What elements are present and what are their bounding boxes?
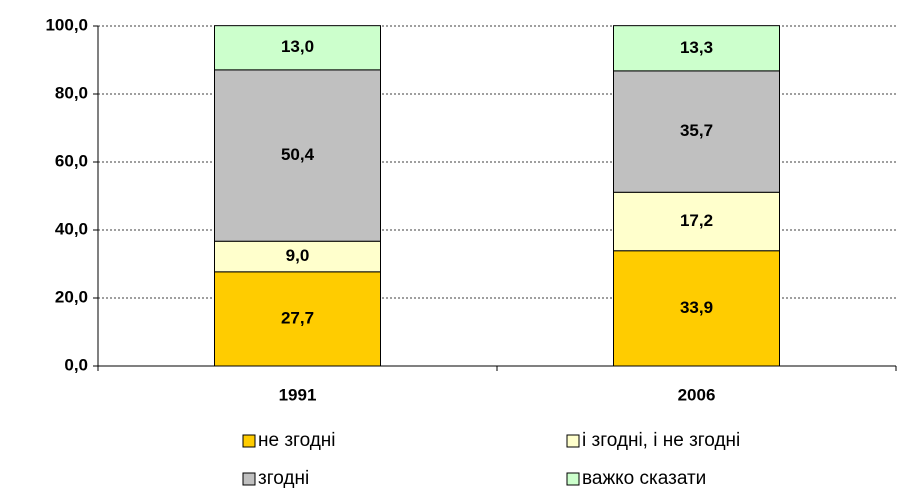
legend-swatch xyxy=(566,434,580,448)
legend-swatch xyxy=(566,472,580,486)
value-label: 17,2 xyxy=(680,211,713,230)
y-tick-label: 60,0 xyxy=(55,151,88,170)
y-tick-label: 80,0 xyxy=(55,83,88,102)
x-tick-label: 1991 xyxy=(279,385,317,404)
value-label: 50,4 xyxy=(281,145,315,164)
value-label: 13,3 xyxy=(680,38,713,57)
bar-segment xyxy=(613,25,780,72)
value-label: 35,7 xyxy=(680,121,713,140)
bar-segment xyxy=(613,250,780,367)
bar-segment xyxy=(214,69,381,242)
legend-label: згодні xyxy=(258,468,309,489)
value-label: 13,0 xyxy=(281,37,314,56)
bar-segment xyxy=(613,70,780,193)
legend-label: не згодні xyxy=(258,430,336,451)
x-tick-label: 2006 xyxy=(678,385,716,404)
value-label: 27,7 xyxy=(281,308,314,327)
legend-label: і згодні, і не згодні xyxy=(582,430,740,451)
legend-label: важко сказати xyxy=(582,468,706,489)
legend-swatch xyxy=(242,434,256,448)
value-label: 9,0 xyxy=(286,246,310,265)
bar-segment xyxy=(613,191,780,252)
y-tick-label: 40,0 xyxy=(55,219,88,238)
bar-segment xyxy=(214,240,381,273)
value-label: 33,9 xyxy=(680,298,713,317)
y-tick-label: 20,0 xyxy=(55,287,88,306)
bar-segment xyxy=(214,271,381,367)
bar-segment xyxy=(214,25,381,71)
legend-swatch xyxy=(242,472,256,486)
y-tick-label: 100,0 xyxy=(45,15,88,34)
y-tick-label: 0,0 xyxy=(64,355,88,374)
